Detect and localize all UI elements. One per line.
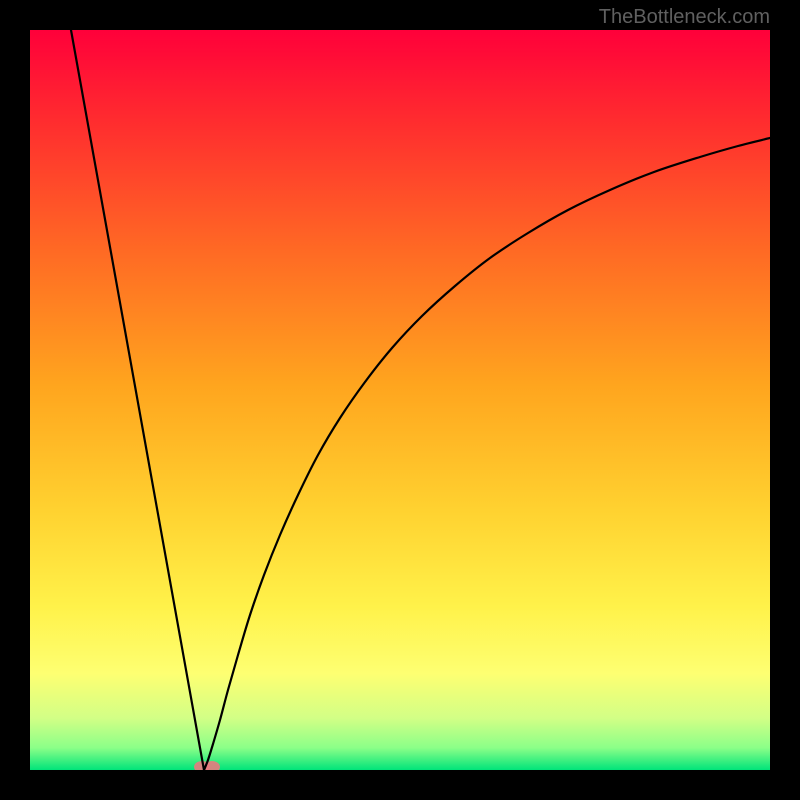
watermark-text: TheBottleneck.com	[599, 6, 770, 29]
gradient-background	[30, 30, 770, 770]
plot-area	[30, 30, 770, 770]
figure-root: TheBottleneck.com	[0, 0, 800, 800]
plot-svg	[30, 30, 770, 770]
